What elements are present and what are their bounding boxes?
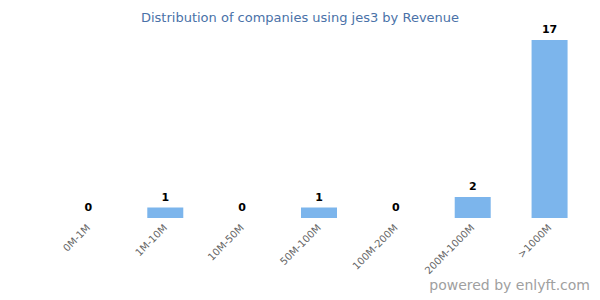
svg-text:200M-1000M: 200M-1000M <box>423 222 477 276</box>
svg-text:50M-100M: 50M-100M <box>278 222 323 267</box>
svg-text:1: 1 <box>161 191 169 204</box>
svg-text:Distribution of companies usin: Distribution of companies using jes3 by … <box>141 10 459 25</box>
svg-text:0: 0 <box>392 201 400 214</box>
svg-text:>1000M: >1000M <box>516 222 554 260</box>
svg-text:0M-1M: 0M-1M <box>61 222 92 253</box>
svg-text:0: 0 <box>238 201 246 214</box>
svg-text:2: 2 <box>469 180 477 193</box>
svg-text:17: 17 <box>542 23 557 36</box>
svg-text:1: 1 <box>315 191 323 204</box>
svg-text:powered by enlyft.com: powered by enlyft.com <box>429 277 590 293</box>
svg-text:100M-200M: 100M-200M <box>350 222 399 271</box>
svg-text:0: 0 <box>85 201 93 214</box>
svg-text:10M-50M: 10M-50M <box>206 222 246 262</box>
svg-text:1M-10M: 1M-10M <box>133 222 169 258</box>
